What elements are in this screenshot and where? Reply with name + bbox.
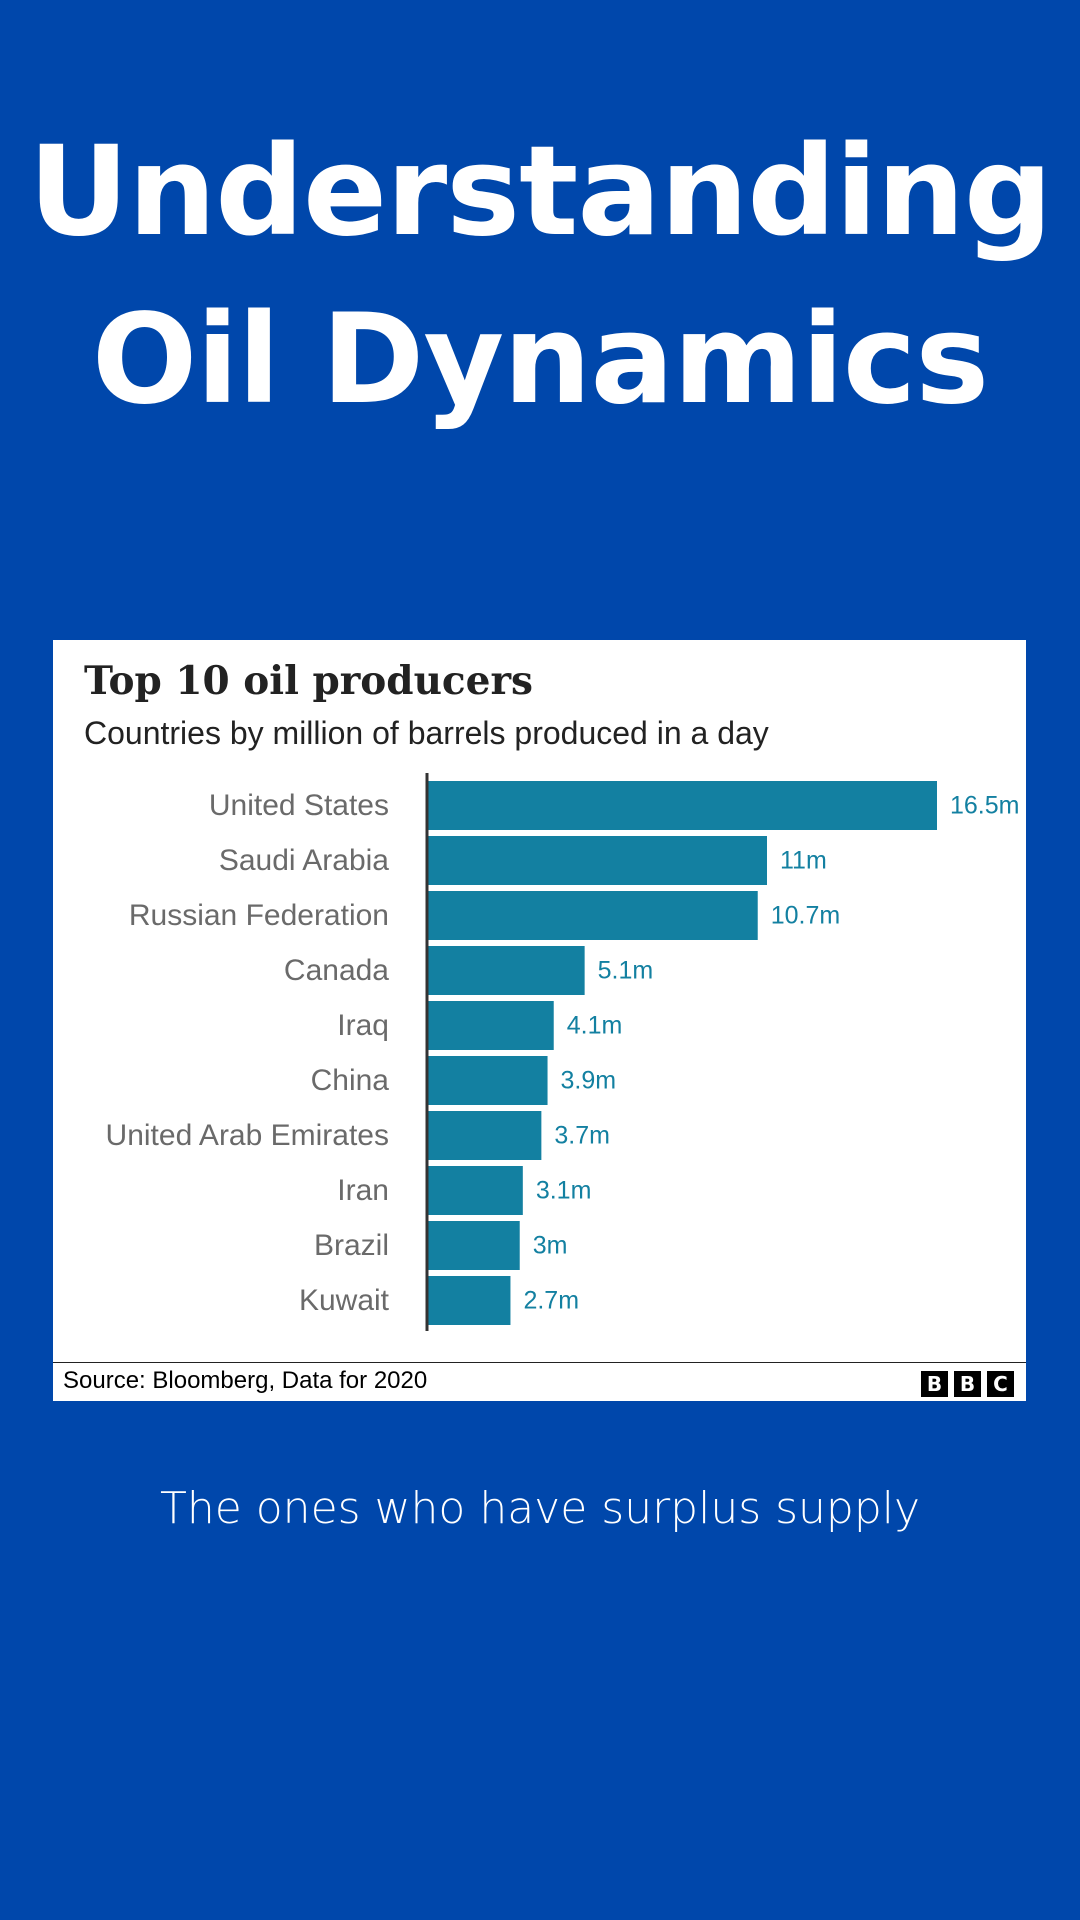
bar-5 bbox=[427, 1056, 548, 1105]
bar-1 bbox=[427, 836, 767, 885]
bar-2 bbox=[427, 891, 758, 940]
value-label-9: 2.7m bbox=[523, 1287, 579, 1315]
value-label-4: 4.1m bbox=[567, 1012, 623, 1040]
category-label-4: Iraq bbox=[337, 1009, 389, 1042]
category-label-1: Saudi Arabia bbox=[219, 844, 389, 877]
category-label-6: United Arab Emirates bbox=[106, 1119, 389, 1152]
bbc-logo: B B C bbox=[921, 1371, 1014, 1397]
category-label-9: Kuwait bbox=[299, 1284, 390, 1317]
chart-subtitle: Countries by million of barrels produced… bbox=[84, 715, 769, 751]
category-label-7: Iran bbox=[337, 1174, 389, 1207]
bar-0 bbox=[427, 781, 937, 830]
page-headline: Understanding Oil Dynamics bbox=[0, 108, 1080, 444]
bar-6 bbox=[427, 1111, 542, 1160]
value-label-6: 3.7m bbox=[554, 1122, 610, 1150]
chart-card: Top 10 oil producers Countries by millio… bbox=[53, 640, 1026, 1401]
bar-4 bbox=[427, 1001, 554, 1050]
bar-9 bbox=[427, 1276, 511, 1325]
category-label-3: Canada bbox=[284, 954, 389, 987]
bar-8 bbox=[427, 1221, 520, 1270]
bbc-logo-block-2: B bbox=[954, 1371, 981, 1397]
value-label-8: 3m bbox=[533, 1232, 568, 1260]
chart-title: Top 10 oil producers bbox=[84, 658, 533, 704]
source-note: Source: Bloomberg, Data for 2020 bbox=[63, 1367, 428, 1394]
bars-group: United States 16.5m Saudi Arabia 11m Russian… bbox=[106, 781, 1019, 1325]
value-label-7: 3.1m bbox=[536, 1177, 592, 1205]
category-label-8: Brazil bbox=[314, 1229, 389, 1262]
bar-chart: United States 16.5m Saudi Arabia 11m Russian… bbox=[106, 773, 1019, 1331]
category-label-5: China bbox=[311, 1064, 390, 1097]
value-label-1: 11m bbox=[780, 847, 827, 875]
value-label-0: 16.5m bbox=[950, 792, 1019, 820]
bar-7 bbox=[427, 1166, 523, 1215]
headline-line-2: Oil Dynamics bbox=[91, 288, 989, 432]
value-label-5: 3.9m bbox=[561, 1067, 617, 1095]
category-label-2: Russian Federation bbox=[129, 899, 389, 932]
value-label-3: 5.1m bbox=[598, 957, 654, 985]
category-label-0: United States bbox=[209, 789, 389, 822]
bbc-logo-block-1: B bbox=[921, 1371, 948, 1397]
tagline: The ones who have surplus supply bbox=[159, 1483, 921, 1534]
headline-line-1: Understanding bbox=[28, 120, 1052, 264]
value-label-2: 10.7m bbox=[771, 902, 840, 930]
bbc-logo-block-3: C bbox=[987, 1371, 1014, 1397]
bar-3 bbox=[427, 946, 585, 995]
footer-divider bbox=[53, 1362, 1026, 1363]
